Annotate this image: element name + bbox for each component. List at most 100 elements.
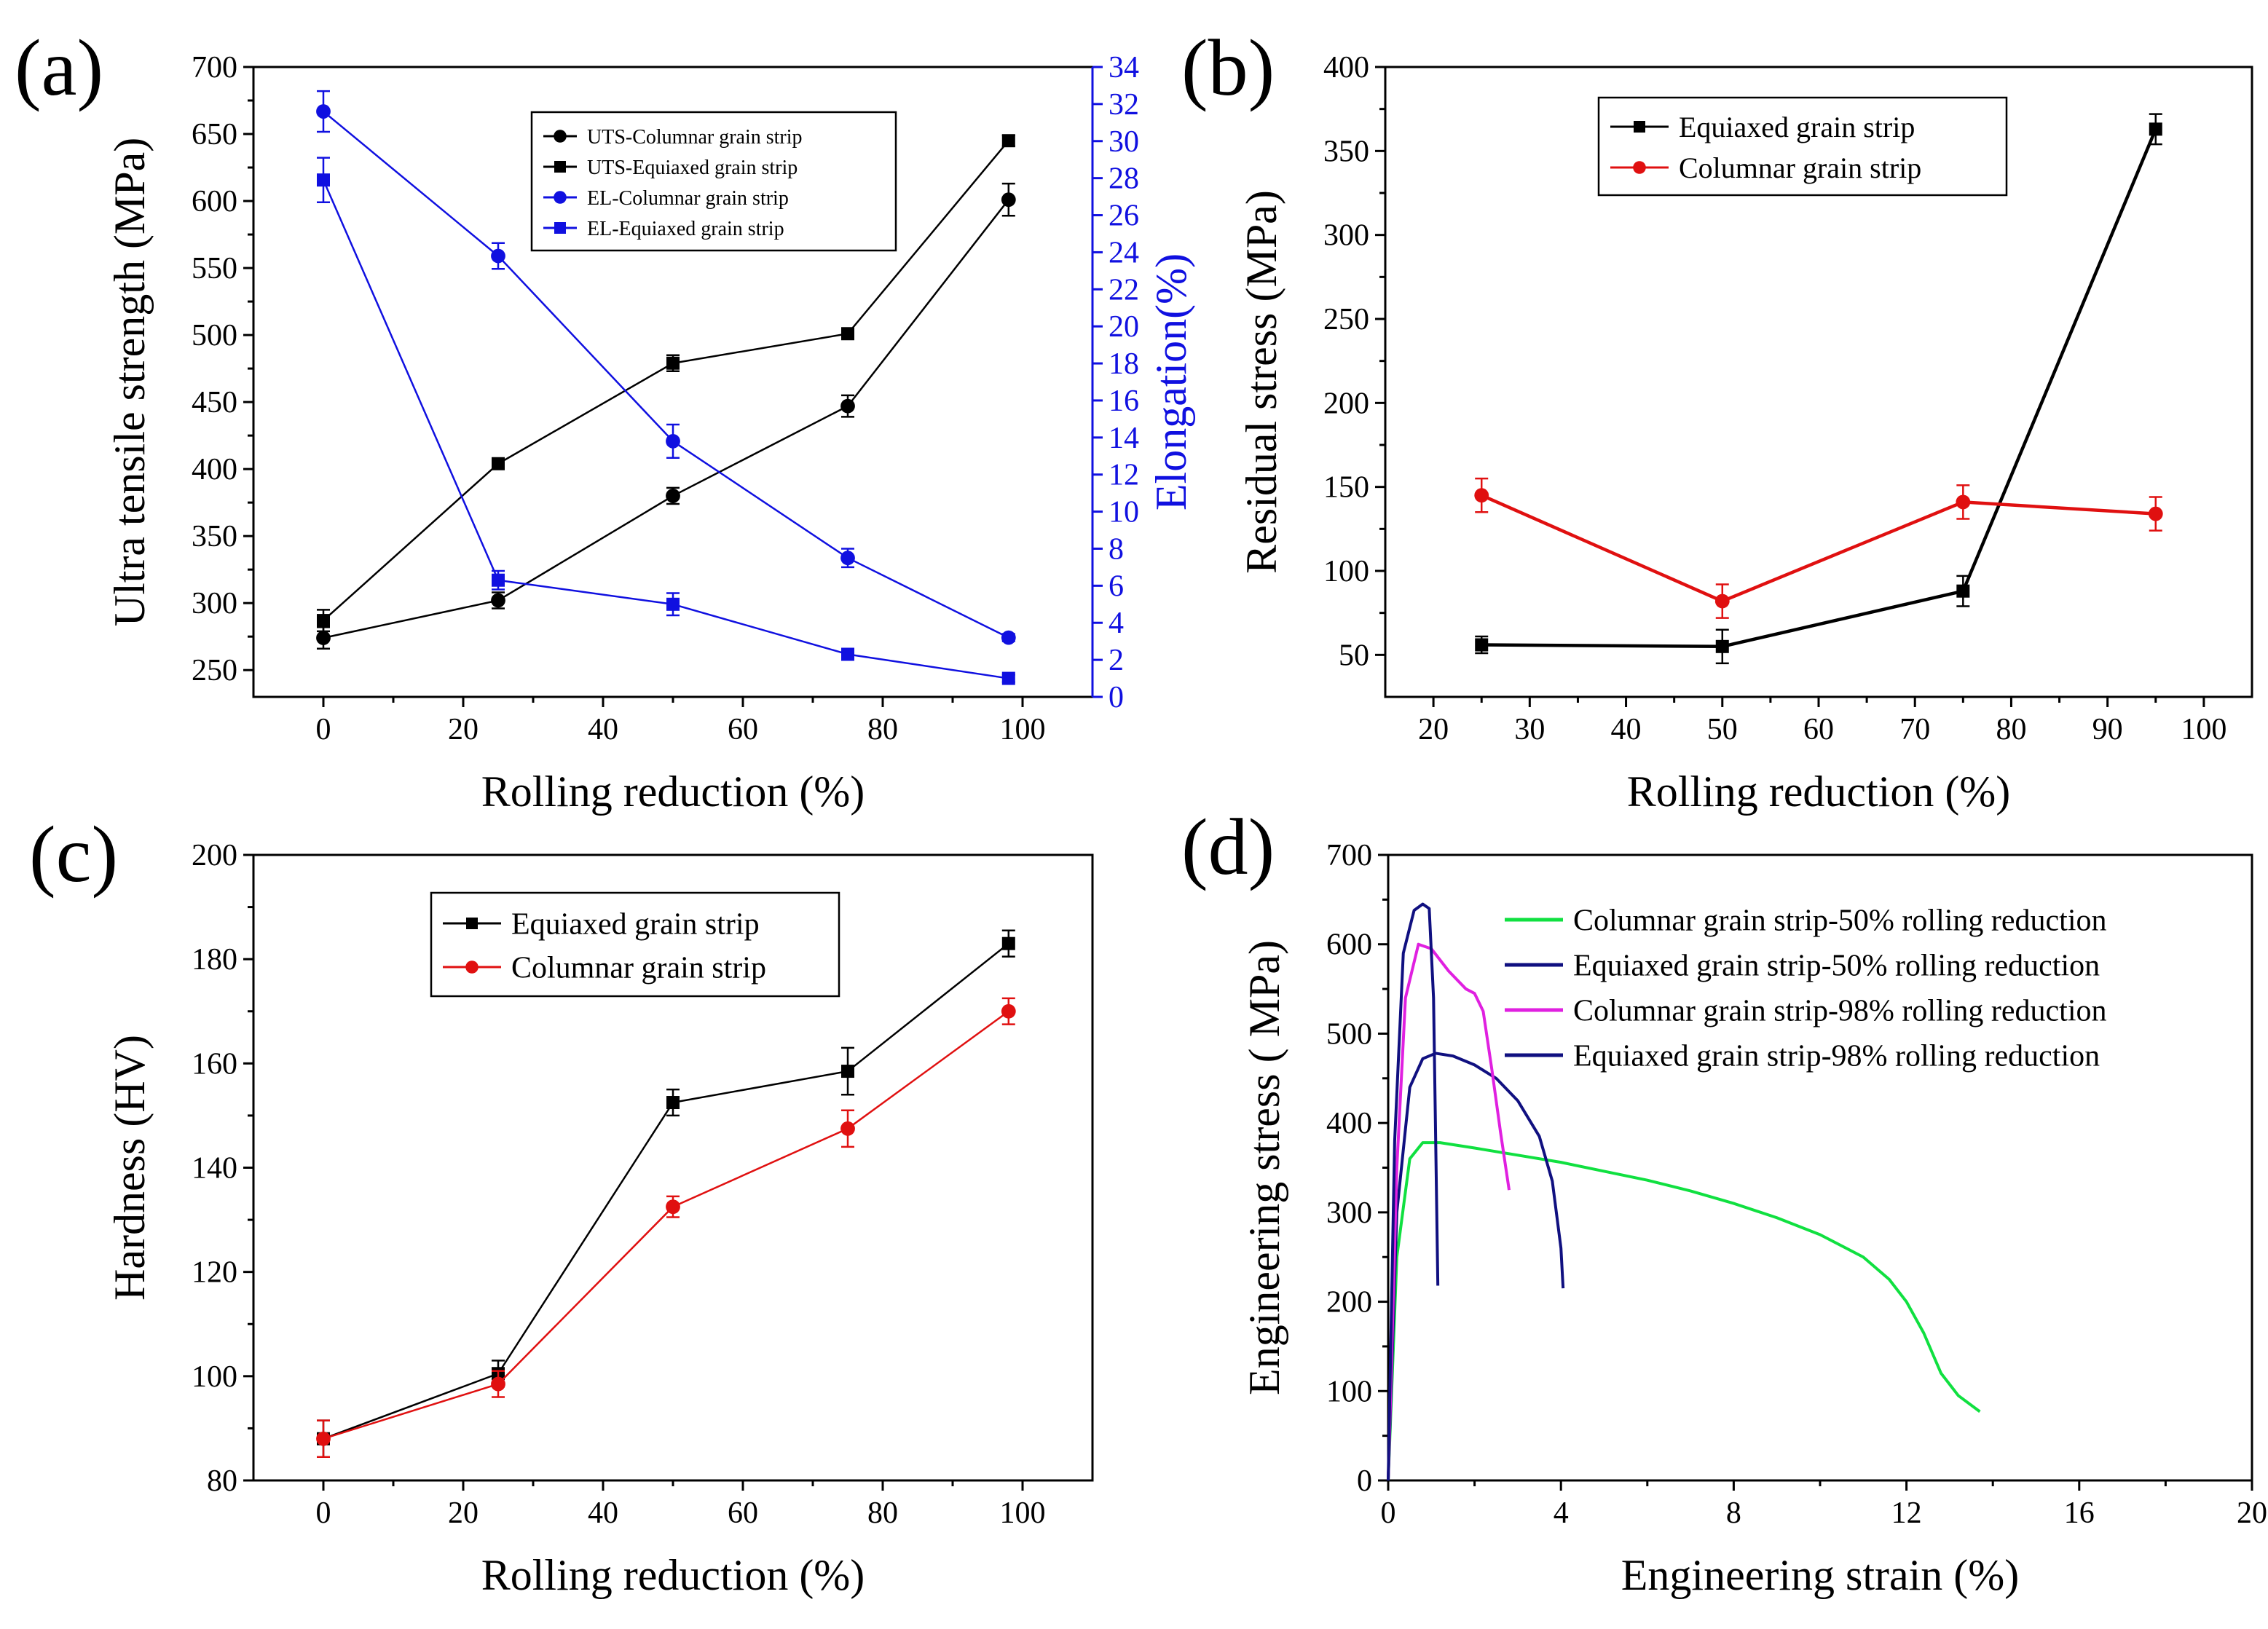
data-point (1001, 1003, 1016, 1019)
data-point (840, 398, 855, 414)
y-tick-label: 400 (192, 453, 237, 486)
series-line (1387, 1052, 1565, 1481)
y2-tick-label: 10 (1109, 496, 1139, 529)
data-point (840, 551, 855, 566)
y2-tick-label: 8 (1109, 532, 1124, 566)
data-point (317, 173, 330, 187)
data-point (1001, 936, 1015, 950)
x-tick-label: 20 (1418, 713, 1449, 746)
legend-marker (465, 961, 479, 974)
x-axis-label: Rolling reduction (%) (1627, 768, 2011, 816)
series-line (1387, 902, 1440, 1481)
legend-marker (554, 222, 566, 234)
legend-label: Columnar grain strip-50% rolling reducti… (1573, 904, 2107, 938)
series-columnar-grain-strip-98-rolling-reduction (1387, 942, 1511, 1481)
legend-item: Equiaxed grain strip-50% rolling reducti… (1505, 950, 2100, 983)
series-columnar-grain-strip-50-rolling-reduction (1387, 1141, 1981, 1481)
x-tick-label: 100 (1000, 713, 1046, 746)
y-tick-label: 100 (1323, 555, 1369, 588)
series-el-equiaxed-grain-strip (317, 157, 1015, 685)
y-tick-label: 300 (192, 587, 237, 620)
legend-marker (554, 130, 567, 143)
legend: UTS-Columnar grain strip UTS-Equiaxed gra… (530, 111, 897, 252)
legend-label: Columnar grain strip-98% rolling reducti… (1573, 995, 2107, 1028)
legend-label: EL-Equiaxed grain strip (587, 218, 784, 240)
legend: Columnar grain strip-50% rolling reducti… (1505, 904, 2107, 1073)
x-tick-label: 70 (1899, 713, 1930, 746)
y-tick-label: 300 (1323, 219, 1369, 253)
x-axis-label: Rolling reduction (%) (481, 768, 865, 816)
y2-tick-label: 20 (1109, 310, 1139, 344)
y2-tick-label: 2 (1109, 644, 1124, 677)
y-tick-label: 400 (1326, 1107, 1372, 1140)
panel-a: (a)0 20 40 60 80 1002503003504004505005506006… (15, 23, 1195, 816)
panel-d: (d)0 4 8 12 16 200100200300400500600700Engine… (1181, 802, 2267, 1599)
y-tick-label: 50 (1339, 639, 1369, 672)
series-line (1387, 942, 1511, 1481)
series-equiaxed-grain-strip (1475, 113, 2162, 665)
legend-box (430, 891, 840, 998)
panel-c: (c) 0 20 40 60 80 100 80 100 120 140 160 180 200 Rolli… (29, 810, 1094, 1599)
panel-b: (b) 20 30 40 50 60 70 80 90 100 50 100 150 200 250 300 3… (1181, 23, 2253, 816)
series-columnar-grain-strip (1474, 477, 2163, 619)
data-point (2148, 506, 2163, 521)
y2-tick-label: 16 (1109, 384, 1139, 418)
y-tick-label: 100 (192, 1360, 237, 1394)
y-tick-label: 450 (192, 386, 237, 419)
data-point (2149, 122, 2162, 136)
data-point (316, 631, 331, 645)
y-tick-label: 350 (1323, 135, 1369, 168)
legend-item: UTS-Columnar grain strip (543, 126, 803, 149)
series-equiaxed-grain-strip (317, 929, 1015, 1459)
y2-tick-label: 30 (1109, 125, 1139, 159)
y2-tick-label: 0 (1109, 681, 1124, 714)
legend-label: Equiaxed grain strip-50% rolling reducti… (1573, 950, 2100, 983)
data-point (1001, 192, 1016, 208)
y2-tick-label: 18 (1109, 347, 1139, 381)
panel-label: (c) (29, 810, 118, 899)
data-point (492, 457, 505, 470)
panel-label: (a) (15, 23, 103, 112)
legend: Equiaxed grain strip Columnar grain strip (1597, 96, 2008, 197)
y-tick-label: 700 (1326, 839, 1372, 872)
series-line (322, 179, 1009, 679)
legend-label: Equiaxed grain strip (1679, 111, 1915, 143)
x-tick-label: 60 (728, 713, 758, 746)
y-tick-label: 700 (192, 51, 237, 84)
y2-tick-label: 4 (1109, 607, 1124, 640)
x-tick-label: 100 (1000, 1496, 1046, 1530)
legend-item: UTS-Equiaxed grain strip (543, 157, 798, 179)
data-point (841, 1065, 854, 1078)
y2-tick-label: 26 (1109, 200, 1139, 233)
legend-item: Columnar grain strip-50% rolling reducti… (1505, 904, 2107, 938)
y-tick-label: 600 (1326, 928, 1372, 962)
legend-marker (554, 191, 567, 204)
x-tick-label: 80 (867, 1496, 898, 1530)
y-tick-label: 160 (192, 1047, 237, 1081)
data-point (1714, 593, 1730, 609)
panel-label: (d) (1181, 802, 1275, 891)
data-point (666, 434, 680, 449)
x-tick-label: 0 (316, 1496, 331, 1530)
x-tick-label: 20 (448, 1496, 479, 1530)
y-tick-label: 550 (192, 252, 237, 285)
data-point (666, 1199, 680, 1215)
x-tick-label: 20 (2237, 1496, 2267, 1530)
legend-label: Equiaxed grain strip (511, 908, 760, 942)
legend-item: EL-Equiaxed grain strip (543, 218, 784, 240)
legend-label: Columnar grain strip (1679, 151, 1921, 184)
data-point (492, 573, 505, 587)
x-tick-label: 60 (728, 1496, 758, 1530)
y-tick-label: 180 (192, 943, 237, 977)
x-tick-label: 0 (1381, 1496, 1396, 1530)
y-tick-label: 650 (192, 118, 237, 151)
series-line (1481, 494, 2156, 603)
x-tick-label: 12 (1891, 1496, 1922, 1530)
data-point (491, 593, 505, 608)
data-point (666, 1096, 680, 1110)
data-point (1001, 134, 1015, 148)
y-tick-label: 200 (1323, 387, 1369, 420)
y-tick-label: 400 (1323, 51, 1369, 84)
legend-label: EL-Columnar grain strip (587, 187, 789, 210)
x-tick-label: 16 (2064, 1496, 2095, 1530)
